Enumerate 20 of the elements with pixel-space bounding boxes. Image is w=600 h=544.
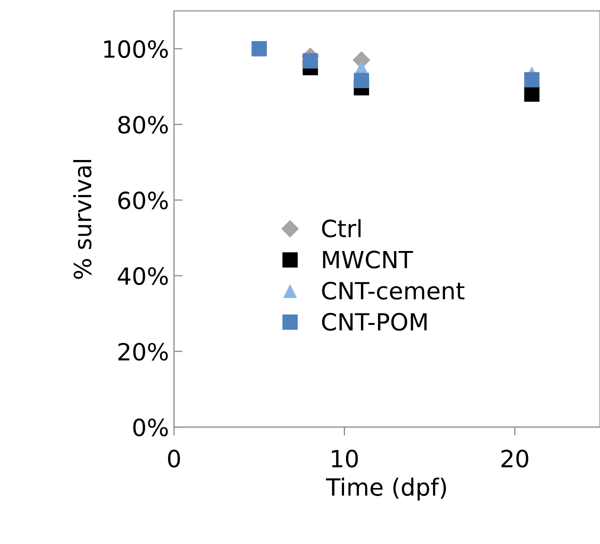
point	[252, 41, 267, 56]
y-tick-label: 100%	[104, 40, 168, 58]
y-tick-label: 0%	[133, 418, 168, 436]
legend-label: CNT-POM	[322, 312, 427, 331]
point	[524, 86, 540, 102]
x-tick-label: 0	[168, 450, 180, 468]
x-axis-title: Time (dpf)	[326, 478, 446, 501]
legend-label: MWCNT	[323, 250, 414, 269]
x-tick-label: 10	[332, 450, 358, 468]
point	[354, 72, 370, 88]
legend-label: Ctrl	[322, 219, 361, 238]
y-tick-label: 40%	[118, 267, 168, 286]
y-axis-title: % survival	[73, 160, 92, 279]
point	[302, 53, 318, 68]
point	[524, 72, 540, 88]
legend-label: CNT-cement	[322, 282, 464, 300]
y-tick-label: 20%	[118, 342, 168, 361]
y-tick-label: 60%	[118, 191, 168, 210]
y-tick-label: 80%	[118, 116, 168, 134]
x-tick-label: 20	[502, 450, 528, 468]
